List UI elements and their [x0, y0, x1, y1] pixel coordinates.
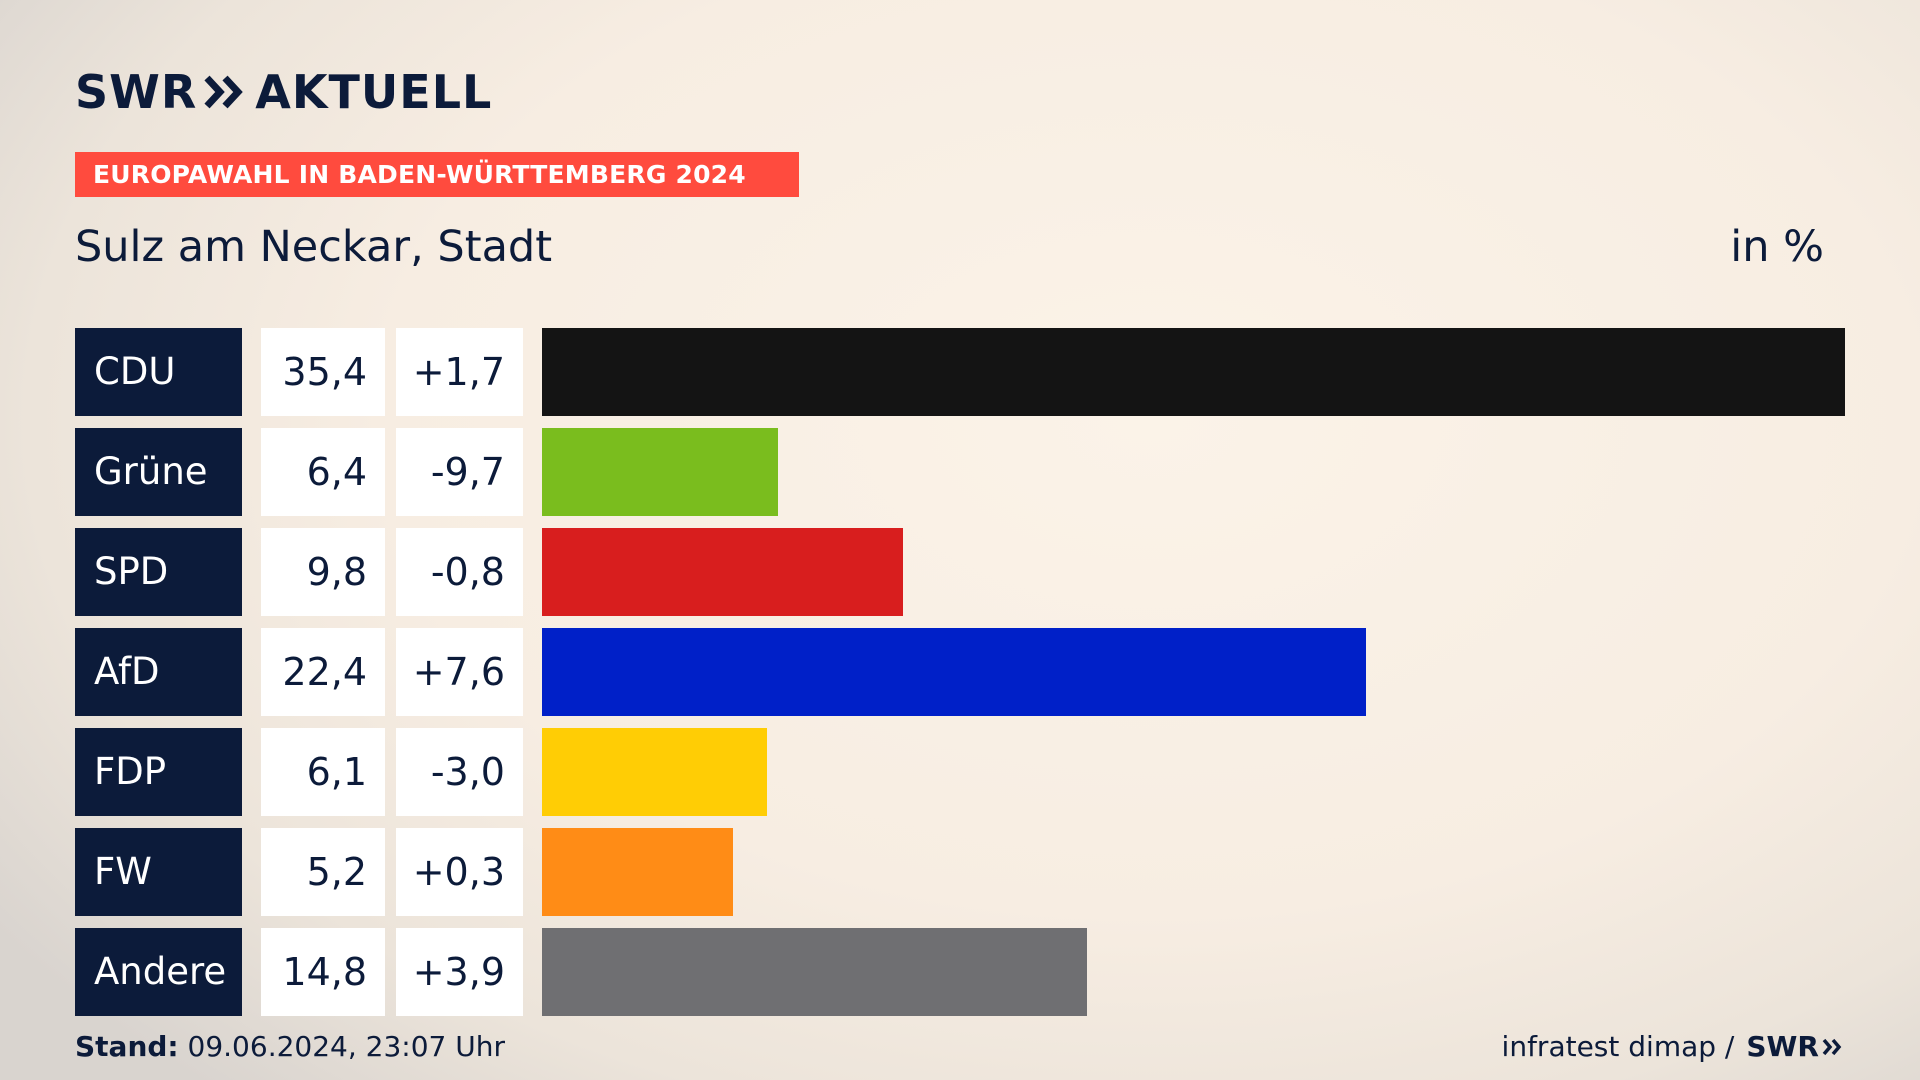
- party-label: FDP: [75, 728, 242, 816]
- party-label: Andere: [75, 928, 242, 1016]
- party-label: AfD: [75, 628, 242, 716]
- percent-value: 5,2: [261, 828, 385, 916]
- percent-value: 6,4: [261, 428, 385, 516]
- result-bar: [542, 828, 733, 916]
- unit-label: in %: [1730, 222, 1824, 272]
- percent-value: 35,4: [261, 328, 385, 416]
- party-label: Grüne: [75, 428, 242, 516]
- result-bar: [542, 528, 903, 616]
- result-bar: [542, 628, 1366, 716]
- party-label: FW: [75, 828, 242, 916]
- percent-value: 9,8: [261, 528, 385, 616]
- swr-aktuell-logo: SWR AKTUELL: [75, 64, 492, 120]
- result-bar: [542, 728, 767, 816]
- result-row: Grüne 6,4 -9,7: [75, 428, 1845, 516]
- result-row: SPD 9,8 -0,8: [75, 528, 1845, 616]
- results-chart: CDU 35,4 +1,7 Grüne 6,4 -9,7 SPD 9,8 -0,8 AfD 22,4…: [75, 328, 1845, 1028]
- party-label: SPD: [75, 528, 242, 616]
- party-label: CDU: [75, 328, 242, 416]
- percent-value: 22,4: [261, 628, 385, 716]
- result-row: FDP 6,1 -3,0: [75, 728, 1845, 816]
- result-bar: [542, 328, 1845, 416]
- result-bar: [542, 928, 1087, 1016]
- result-row: FW 5,2 +0,3: [75, 828, 1845, 916]
- change-value: +7,6: [396, 628, 523, 716]
- result-bar: [542, 428, 778, 516]
- logo-aktuell-text: AKTUELL: [255, 65, 493, 119]
- change-value: -9,7: [396, 428, 523, 516]
- change-value: +0,3: [396, 828, 523, 916]
- percent-value: 14,8: [261, 928, 385, 1016]
- result-row: AfD 22,4 +7,6: [75, 628, 1845, 716]
- stand-label: Stand:: [75, 1030, 179, 1063]
- result-row: CDU 35,4 +1,7: [75, 328, 1845, 416]
- logo-swr-text: SWR: [75, 65, 198, 119]
- change-value: -0,8: [396, 528, 523, 616]
- change-value: +3,9: [396, 928, 523, 1016]
- change-value: +1,7: [396, 328, 523, 416]
- double-chevron-icon: [1822, 1038, 1842, 1055]
- swr-mini-logo: SWR: [1746, 1030, 1844, 1063]
- election-banner: EUROPAWAHL IN BADEN-WÜRTTEMBERG 2024: [75, 152, 799, 197]
- source-credit: infratest dimap / SWR: [1502, 1030, 1844, 1063]
- chart-subtitle: Sulz am Neckar, Stadt: [75, 222, 553, 272]
- double-chevron-icon: [204, 75, 244, 109]
- source-text: infratest dimap /: [1501, 1030, 1735, 1063]
- result-row: Andere 14,8 +3,9: [75, 928, 1845, 1016]
- change-value: -3,0: [396, 728, 523, 816]
- stand-value: 09.06.2024, 23:07 Uhr: [187, 1030, 505, 1063]
- percent-value: 6,1: [261, 728, 385, 816]
- timestamp: Stand: 09.06.2024, 23:07 Uhr: [75, 1030, 505, 1063]
- mini-logo-text: SWR: [1746, 1030, 1819, 1063]
